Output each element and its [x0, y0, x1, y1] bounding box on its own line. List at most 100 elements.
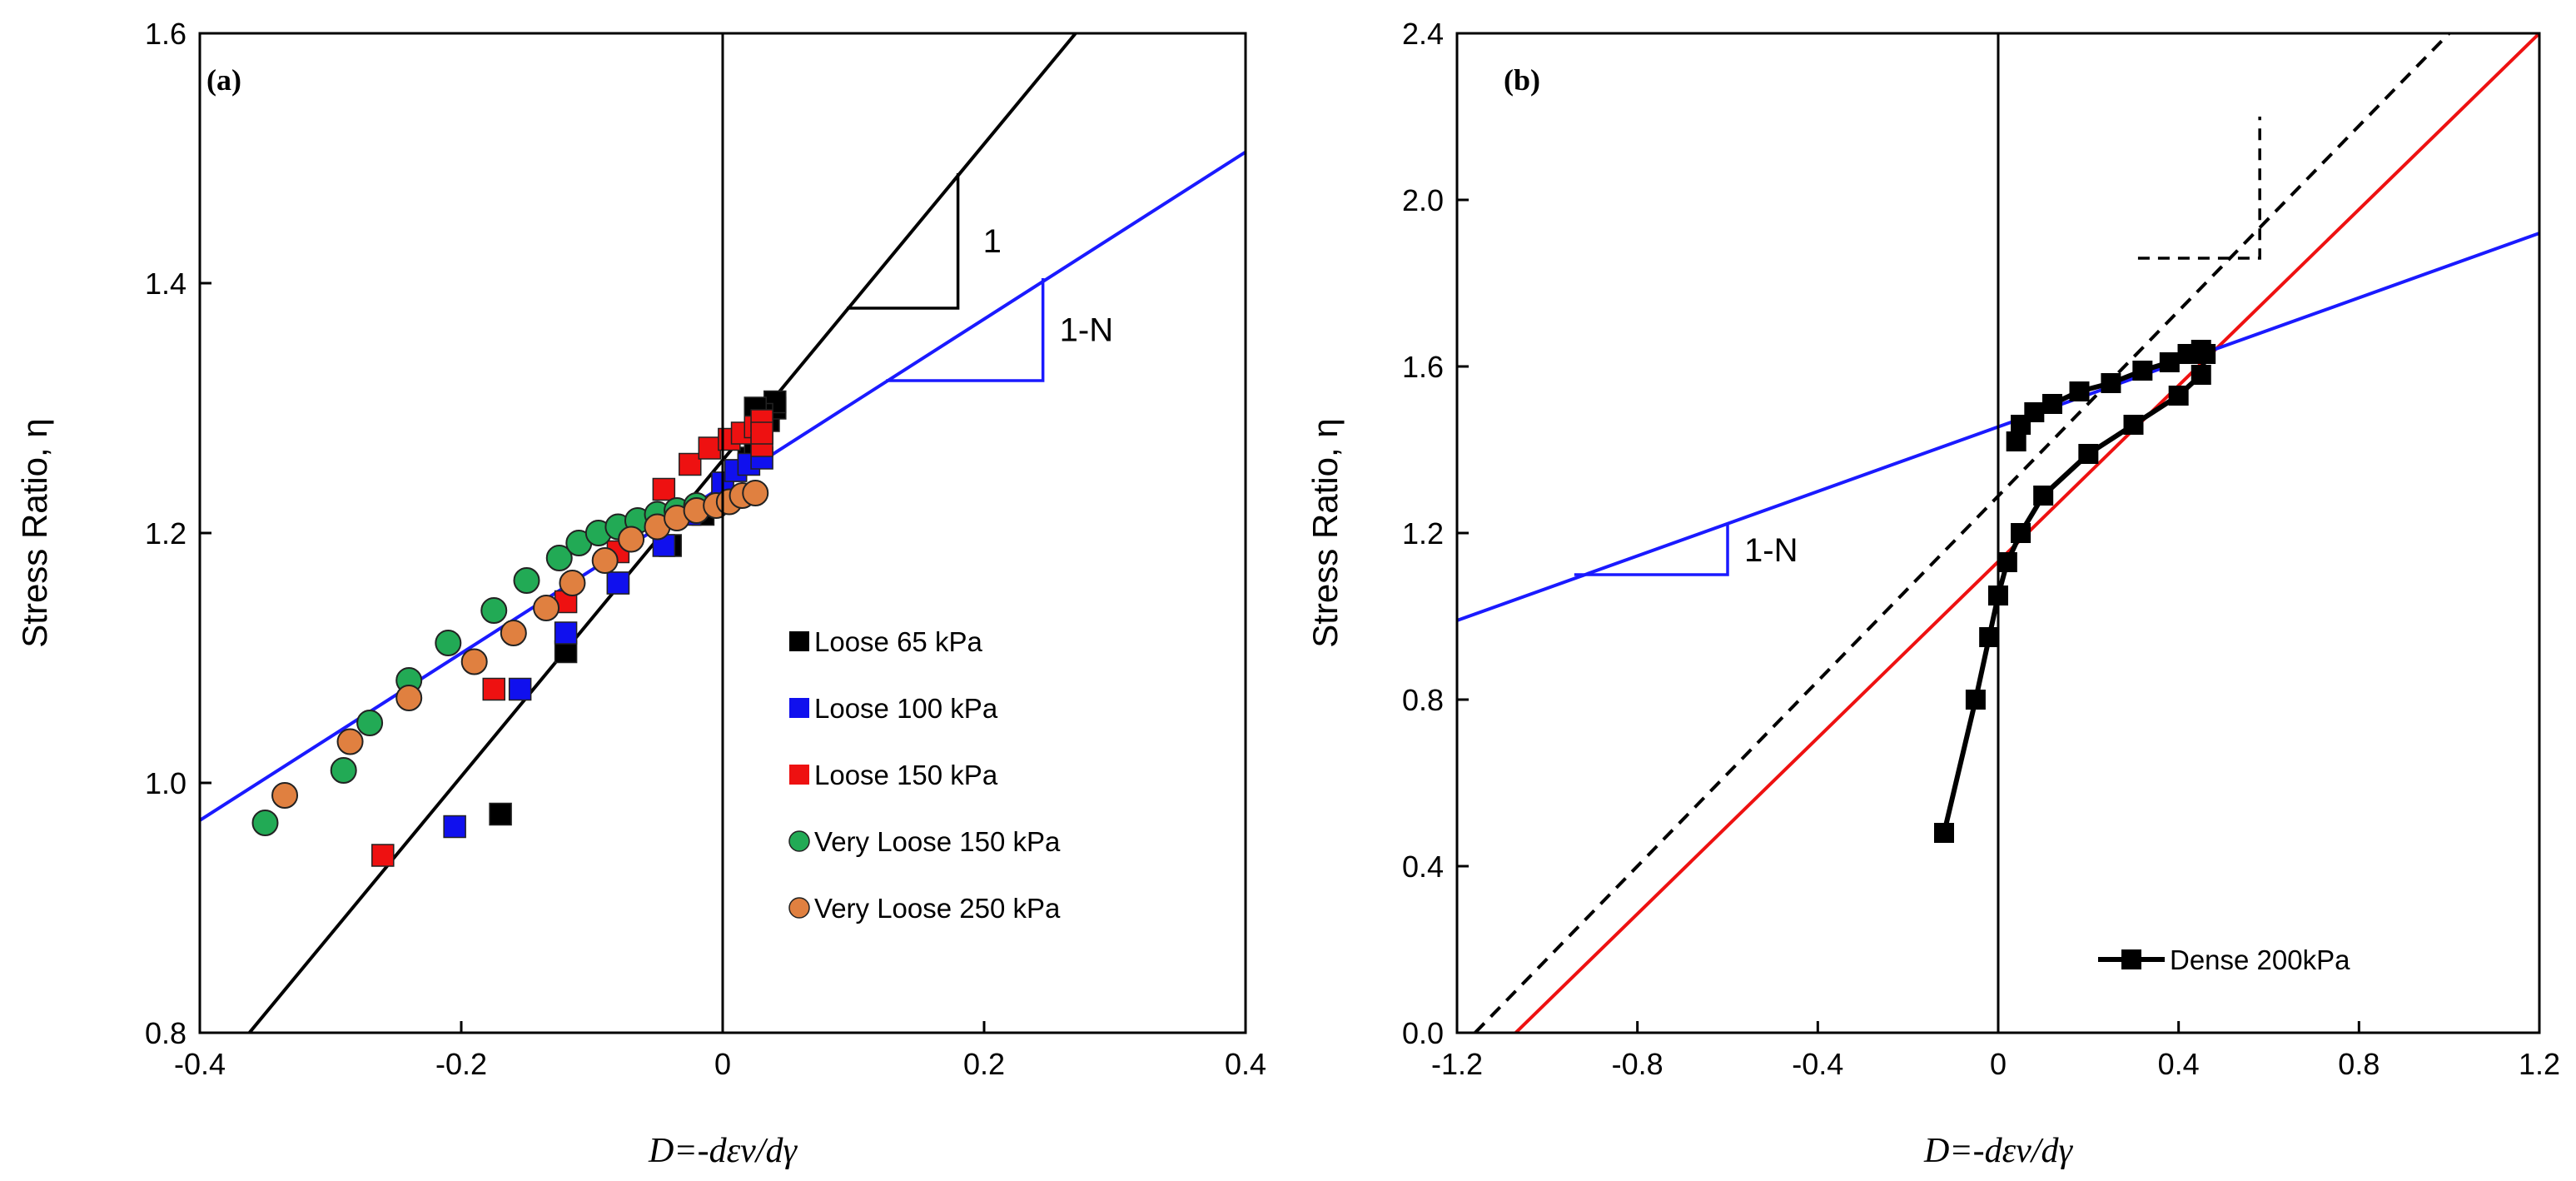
legend-label: Very Loose 150 kPa: [814, 826, 1061, 857]
x-tick-label: -0.4: [1792, 1047, 1843, 1081]
y-tick-label: 2.0: [1402, 183, 1444, 217]
y-tick-label: 0.8: [1402, 683, 1444, 717]
data-point: [606, 571, 630, 595]
data-point: [2168, 386, 2189, 406]
slope-label: 1-N: [1744, 532, 1798, 569]
triangle-1-N: [886, 278, 1045, 382]
x-tick-label: 0: [1990, 1047, 2007, 1081]
data-point: [460, 648, 488, 675]
slope-label: 1: [983, 223, 1002, 260]
x-tick-label: 0.4: [1225, 1047, 1266, 1081]
plot-area: [1457, 33, 2539, 1033]
y-axis-title: Stress Ratio, η: [15, 418, 54, 647]
legend-marker: [789, 765, 809, 785]
legend-marker: [788, 897, 810, 919]
data-point: [2159, 352, 2180, 372]
data-point: [356, 710, 384, 736]
data-point: [2177, 344, 2198, 364]
legend-label: Loose 100 kPa: [814, 693, 998, 724]
data-point: [2033, 486, 2054, 506]
x-tick-label: -0.2: [435, 1047, 487, 1081]
data-point: [2006, 431, 2026, 451]
legend-marker: [789, 631, 809, 651]
data-point: [330, 757, 357, 784]
data-point: [679, 452, 702, 476]
data-point: [1997, 552, 2017, 572]
data-point: [533, 595, 560, 621]
data-point: [2042, 394, 2062, 414]
data-point: [652, 477, 676, 501]
x-tick-label: 0: [714, 1047, 731, 1081]
data-point: [618, 526, 645, 553]
y-tick-label: 1.2: [145, 516, 186, 551]
x-axis-title: D=-dεv/dγ: [648, 1132, 798, 1170]
legend-marker: [2121, 949, 2141, 969]
data-point: [482, 677, 505, 701]
legend-marker: [789, 698, 809, 718]
data-point: [513, 567, 540, 594]
data-point: [443, 815, 466, 839]
x-tick-label: -1.2: [1431, 1047, 1483, 1081]
data-point: [271, 782, 299, 809]
y-tick-label: 1.0: [145, 766, 186, 800]
data-point: [1934, 823, 1954, 843]
legend-label: Loose 65 kPa: [814, 626, 982, 657]
y-tick-label: 0.4: [1402, 850, 1444, 884]
x-tick-label: 0.8: [2338, 1047, 2380, 1081]
x-tick-label: -0.8: [1612, 1047, 1663, 1081]
data-point: [698, 436, 722, 460]
data-point: [2069, 381, 2090, 401]
legend-label: Dense 200kPa: [2170, 944, 2350, 975]
data-point: [554, 640, 578, 664]
data-point: [489, 802, 512, 826]
y-tick-label: 0.8: [145, 1016, 186, 1050]
y-tick-label: 1.4: [145, 267, 186, 301]
x-tick-label: 0.4: [2158, 1047, 2200, 1081]
slope-label: 1-N: [1060, 312, 1113, 349]
data-point: [2123, 415, 2144, 435]
data-point: [500, 620, 527, 646]
dashed-unit-line: [1474, 33, 2451, 1033]
legend-label: Loose 150 kPa: [814, 760, 998, 790]
data-point: [750, 421, 773, 445]
y-tick-label: 0.0: [1402, 1016, 1444, 1050]
x-tick-label: 0.2: [963, 1047, 1005, 1081]
data-point: [554, 621, 578, 645]
panel-a: 1 1-N -0.4 -0.2 0 0.2 0.4 0.8 1.0 1.2 1.4 1.6 Stress…: [15, 17, 1266, 1170]
data-point: [2191, 365, 2211, 385]
y-tick-label: 1.6: [145, 17, 186, 51]
series-dense-200kpa: [1934, 340, 2216, 843]
data-point: [591, 547, 619, 574]
data-point: [1965, 690, 1986, 710]
panel-b: 1-N -1.2 -0.8 -0.4 0 0.4 0.8 1.2 0.0 0.4 0.8 1.2 1.6…: [1305, 17, 2560, 1170]
x-tick-label: -0.4: [174, 1047, 226, 1081]
dashed-triangle: [2137, 117, 2261, 260]
data-point: [2132, 361, 2153, 381]
data-point: [1979, 627, 2000, 647]
data-point: [2101, 373, 2121, 393]
data-point: [395, 685, 423, 711]
panel-label: (b): [1504, 63, 1540, 97]
legend: Dense 200kPa: [2098, 944, 2350, 975]
data-point: [251, 810, 279, 836]
legend: Loose 65 kPa Loose 100 kPa Loose 150 kPa Ve…: [788, 626, 1061, 924]
y-tick-label: 1.6: [1402, 350, 1444, 384]
y-axis-title: Stress Ratio, η: [1305, 418, 1345, 647]
triangle-1-N-b: [1574, 525, 1729, 576]
y-tick-label: 2.4: [1402, 17, 1444, 51]
data-point: [559, 570, 586, 596]
data-point: [336, 728, 364, 755]
legend-label: Very Loose 250 kPa: [814, 893, 1061, 924]
data-point: [371, 844, 395, 867]
data-point: [480, 597, 508, 624]
x-tick-label: 1.2: [2519, 1047, 2560, 1081]
series-line: [1942, 347, 2209, 834]
data-point: [742, 480, 769, 506]
legend-marker: [788, 830, 810, 852]
data-point: [2078, 444, 2099, 464]
data-point: [2011, 523, 2031, 543]
x-axis-title: D=-dεv/dγ: [1923, 1132, 2074, 1170]
data-point: [508, 677, 532, 701]
data-point: [545, 545, 573, 571]
